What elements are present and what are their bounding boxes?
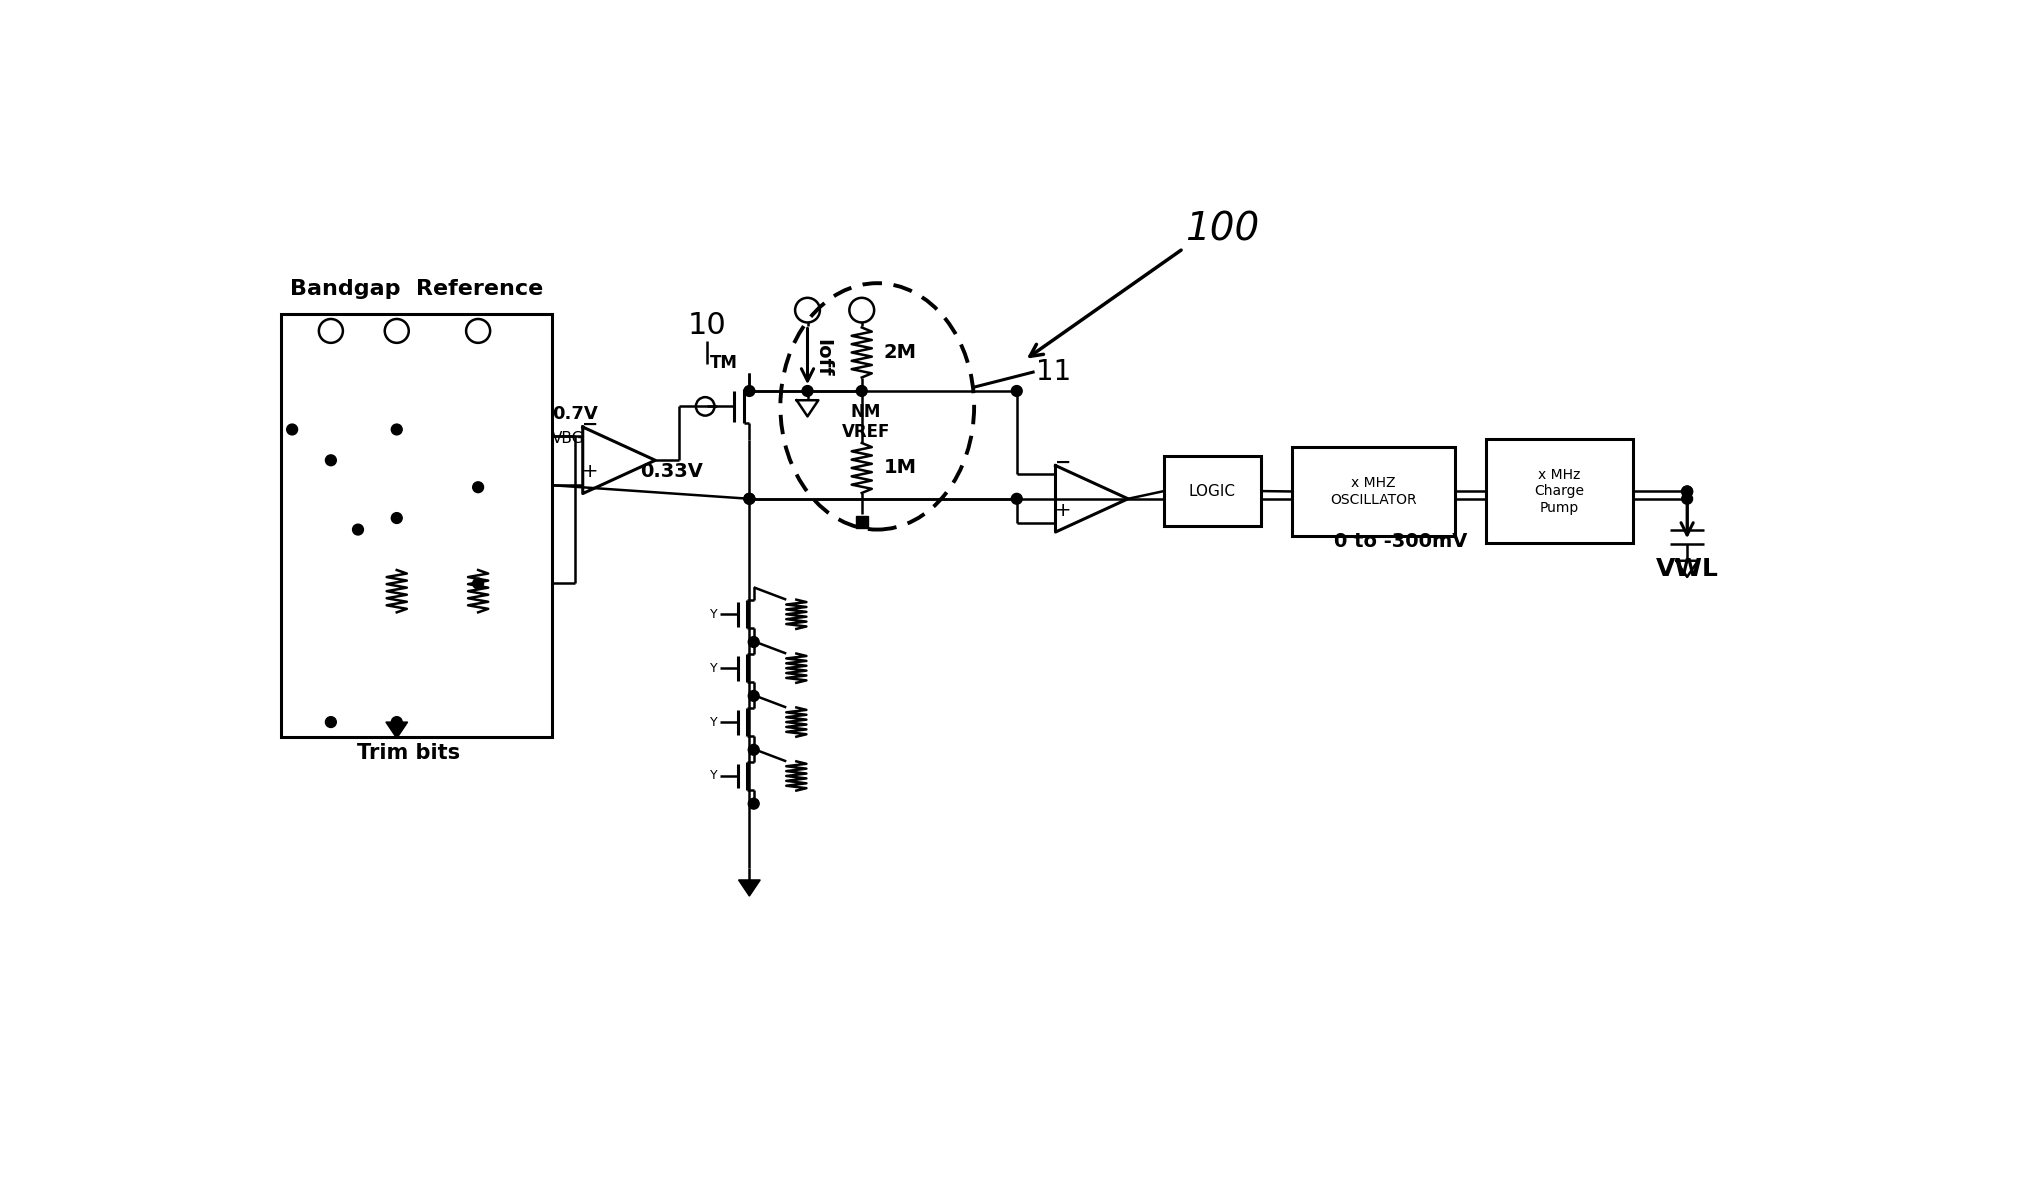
Text: VBG: VBG <box>551 432 584 446</box>
Text: x MHZ
OSCILLATOR: x MHZ OSCILLATOR <box>1330 477 1417 507</box>
Text: Trim bits: Trim bits <box>357 743 460 763</box>
Text: NM
VREF: NM VREF <box>841 403 890 441</box>
Circle shape <box>391 513 401 523</box>
Circle shape <box>1682 486 1693 497</box>
Circle shape <box>744 493 754 504</box>
Text: −: − <box>1056 453 1072 472</box>
Text: 2M: 2M <box>884 343 916 362</box>
Circle shape <box>748 745 760 756</box>
Circle shape <box>744 493 754 504</box>
Bar <box>1291 447 1455 535</box>
Circle shape <box>1011 385 1022 397</box>
Circle shape <box>353 524 363 535</box>
Text: 0 to -300mV: 0 to -300mV <box>1334 532 1468 551</box>
Text: VWL: VWL <box>1656 557 1719 581</box>
Text: +: + <box>1054 501 1072 520</box>
Text: 0.33V: 0.33V <box>641 462 703 482</box>
Text: LOGIC: LOGIC <box>1190 484 1236 498</box>
Circle shape <box>748 690 760 701</box>
Bar <box>1163 457 1261 526</box>
Circle shape <box>1682 486 1693 497</box>
Text: 11: 11 <box>1036 358 1072 386</box>
Circle shape <box>326 455 336 466</box>
Text: Y: Y <box>709 608 718 621</box>
Bar <box>855 516 868 528</box>
Circle shape <box>472 578 484 589</box>
Polygon shape <box>738 880 760 896</box>
Circle shape <box>1011 493 1022 504</box>
Circle shape <box>1682 493 1693 504</box>
Text: Y: Y <box>709 770 718 782</box>
Circle shape <box>748 637 760 647</box>
Circle shape <box>803 385 813 397</box>
Text: 1M: 1M <box>884 459 916 478</box>
Circle shape <box>326 716 336 727</box>
Text: Ioff: Ioff <box>813 340 833 377</box>
Text: Y: Y <box>709 662 718 675</box>
Text: Bandgap  Reference: Bandgap Reference <box>290 279 543 298</box>
Circle shape <box>391 424 401 435</box>
Bar <box>280 313 551 738</box>
Text: Y: Y <box>709 715 718 728</box>
Circle shape <box>391 716 401 727</box>
Text: TM: TM <box>709 354 738 372</box>
Circle shape <box>286 424 298 435</box>
Text: −: − <box>582 415 598 434</box>
Text: 10: 10 <box>687 311 726 340</box>
Polygon shape <box>385 722 407 738</box>
Text: +: + <box>582 462 598 482</box>
Circle shape <box>748 799 760 809</box>
Circle shape <box>472 482 484 492</box>
Circle shape <box>744 385 754 397</box>
Bar <box>1486 440 1634 544</box>
Text: 0.7V: 0.7V <box>551 405 598 423</box>
Text: x MHz
Charge
Pump: x MHz Charge Pump <box>1534 468 1585 515</box>
Text: 100: 100 <box>1186 210 1259 248</box>
Circle shape <box>855 385 868 397</box>
